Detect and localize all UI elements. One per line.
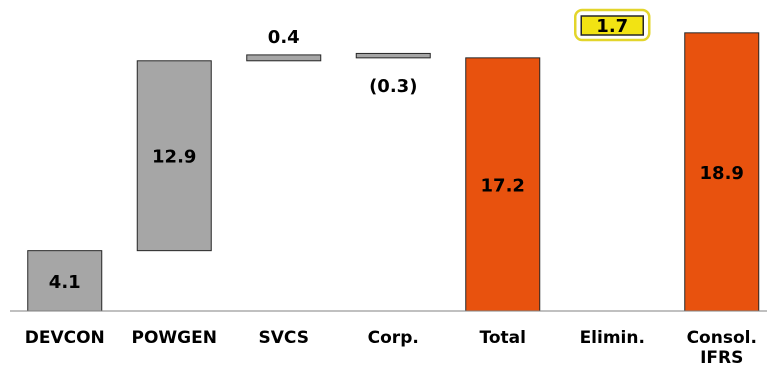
value-label-svcs: 0.4 <box>268 27 300 48</box>
bars-layer <box>27 32 760 312</box>
category-label-consol-ifrs-2: IFRS <box>700 348 743 368</box>
bar-powgen <box>136 60 212 252</box>
value-label-elimin: 1.7 <box>596 16 628 37</box>
category-label-corp: Corp. <box>368 328 419 348</box>
value-label-powgen: 12.9 <box>152 147 196 168</box>
value-label-total: 17.2 <box>481 175 525 196</box>
category-label-devcon: DEVCON <box>25 328 105 348</box>
category-label-consol-ifrs-1: Consol. <box>687 328 757 348</box>
labels-layer: 4.1 DEVCON 12.9 POWGEN 0.4 SVCS (0.3) Corp. 17.2… <box>25 8 757 368</box>
bar-svcs <box>246 54 322 62</box>
category-label-powgen: POWGEN <box>132 328 217 348</box>
category-label-svcs: SVCS <box>259 328 309 348</box>
bar-total <box>465 57 541 312</box>
value-label-devcon: 4.1 <box>49 272 81 293</box>
bar-corp <box>355 52 431 59</box>
bar-consol-ifrs <box>684 32 760 312</box>
highlight-value-box <box>580 15 644 36</box>
category-label-total: Total <box>480 328 526 348</box>
value-label-consol-ifrs: 18.9 <box>700 163 744 184</box>
bar-devcon <box>27 250 103 312</box>
category-label-elimin: Elimin. <box>580 328 645 348</box>
value-label-corp: (0.3) <box>369 76 417 97</box>
